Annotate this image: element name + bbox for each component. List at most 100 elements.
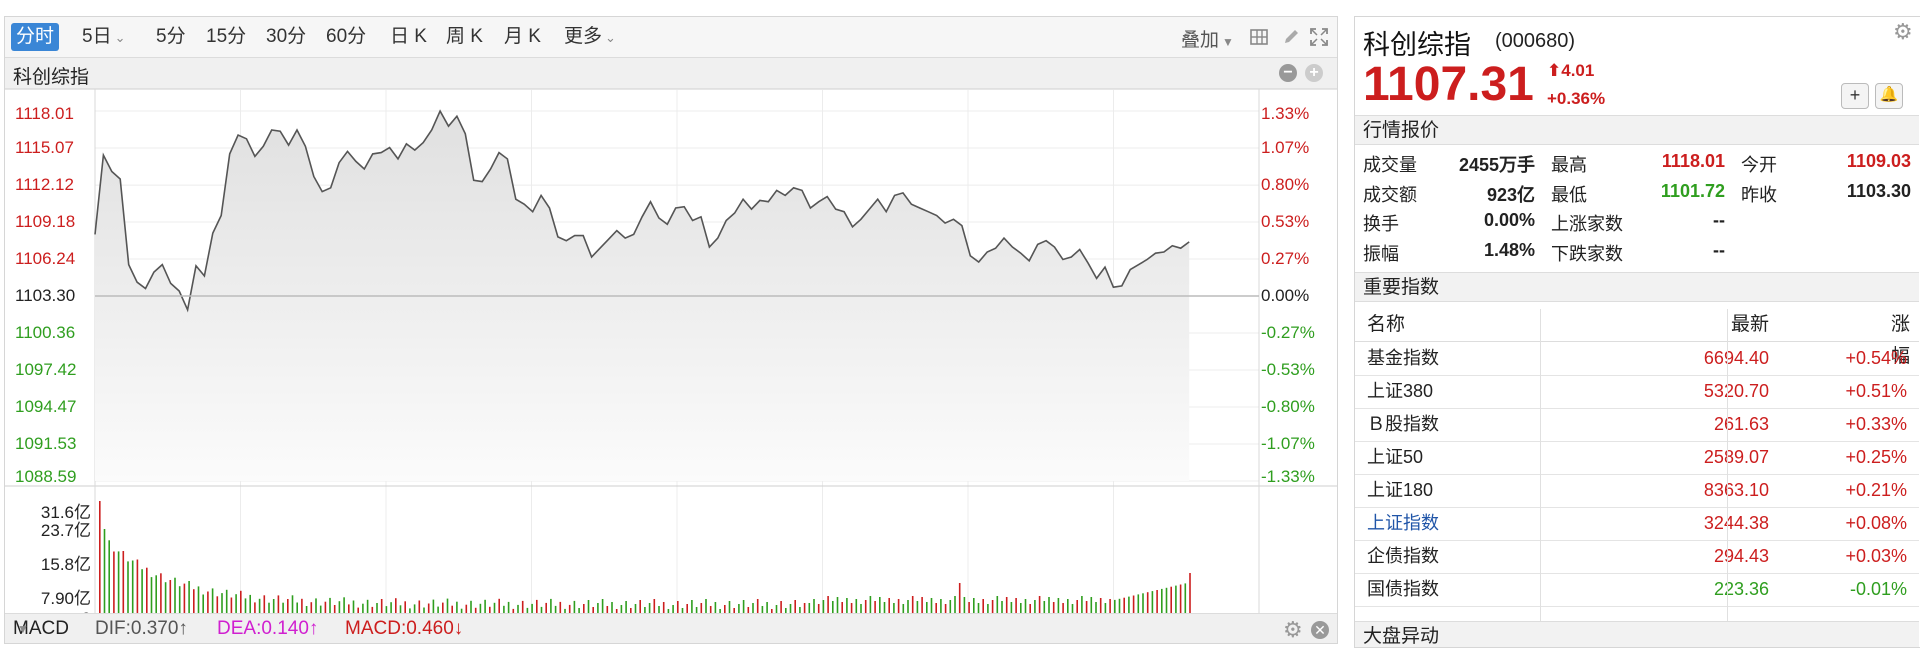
index-name[interactable]: 上证指数 — [1367, 513, 1439, 533]
volume-bar — [672, 605, 674, 613]
volume-bar — [545, 602, 547, 613]
volume-bar — [963, 597, 966, 613]
pen-icon[interactable] — [1281, 27, 1301, 47]
tab-7[interactable]: 周 K — [441, 23, 488, 51]
volume-bar — [108, 540, 110, 613]
volume-bar — [1146, 592, 1149, 613]
tab-label: 月 K — [504, 26, 541, 47]
volume-bar — [1156, 590, 1158, 613]
volume-bar — [188, 581, 190, 613]
percent-tick-label: -0.80% — [1261, 397, 1315, 417]
volume-bar — [484, 599, 486, 613]
index-latest: 223.36 — [1713, 579, 1769, 599]
intraday-chart[interactable] — [5, 89, 1337, 613]
index-row[interactable]: 基金指数 6694.40 +0.54% — [1355, 342, 1919, 376]
volume-bar — [921, 597, 923, 613]
quote-panel: 科创综指 (000680) ⚙ 1107.31 ⬆4.01 +0.36% + 🔔… — [1354, 16, 1920, 648]
volume-bar — [902, 604, 905, 613]
index-name[interactable]: 上证180 — [1367, 480, 1434, 500]
bell-icon[interactable]: 🔔 — [1875, 83, 1903, 109]
index-table-header: 名称 最新 涨幅 ⌄ — [1355, 309, 1919, 367]
volume-bar — [413, 604, 416, 613]
tab-3[interactable]: 15分 — [201, 23, 251, 51]
volume-bar — [841, 602, 843, 613]
tab-4[interactable]: 30分 — [261, 23, 311, 51]
chevron-down-icon[interactable]: ⌄ — [1899, 317, 1910, 332]
volume-bar — [958, 583, 961, 613]
index-row[interactable]: 上证380 5320.70 +0.51% — [1355, 375, 1919, 409]
price-tick-label: 1088.59 — [15, 467, 77, 486]
volume-bar — [1005, 597, 1008, 613]
tab-5[interactable]: 60分 — [321, 23, 371, 51]
tab-9[interactable]: 更多 ⌄ — [559, 23, 621, 51]
volume-bar — [1132, 595, 1135, 613]
index-name[interactable]: 基金指数 — [1367, 348, 1439, 368]
volume-bar — [1170, 586, 1172, 613]
zoom-in-icon[interactable]: + — [1305, 64, 1323, 82]
tab-label: 15分 — [206, 26, 247, 47]
index-row[interactable]: 国债指数 223.36 -0.01% — [1355, 573, 1919, 607]
volume-bar — [193, 589, 195, 613]
tab-8[interactable]: 月 K — [499, 23, 546, 51]
volume-bar — [766, 602, 768, 613]
quote-value: 1103.30 — [1846, 180, 1911, 201]
index-change: +0.25% — [1845, 447, 1907, 467]
volume-bar — [446, 598, 449, 613]
volume-bar — [705, 599, 707, 613]
index-row[interactable]: 上证指数 3244.38 +0.08% — [1355, 507, 1919, 541]
tab-6[interactable]: 日 K — [385, 23, 432, 51]
volume-bar — [1076, 600, 1078, 613]
zoom-out-icon[interactable]: − — [1279, 64, 1297, 82]
index-change: +0.51% — [1845, 381, 1907, 401]
index-latest: 294.43 — [1713, 546, 1769, 566]
overlay-button[interactable]: 叠加 ▼ — [1181, 25, 1234, 52]
index-name[interactable]: 国债指数 — [1367, 579, 1439, 599]
index-row[interactable]: 企债指数 294.43 +0.03% — [1355, 540, 1919, 574]
volume-bar — [667, 609, 670, 613]
volume-bar — [836, 597, 839, 613]
volume-bar — [296, 602, 298, 613]
volume-bar — [442, 602, 444, 613]
volume-bar — [733, 608, 735, 613]
volume-bar — [305, 606, 308, 613]
index-name[interactable]: 企债指数 — [1367, 546, 1439, 566]
index-name[interactable]: Ｂ股指数 — [1367, 414, 1439, 434]
index-name[interactable]: 上证50 — [1367, 447, 1424, 467]
fullscreen-icon[interactable] — [1309, 27, 1329, 47]
volume-bar — [949, 600, 952, 613]
index-row[interactable]: 上证50 2589.07 +0.25% — [1355, 441, 1919, 475]
volume-bar — [1175, 585, 1177, 613]
tab-2[interactable]: 5分 — [151, 23, 191, 51]
tab-1[interactable]: 5日 ⌄ — [77, 23, 130, 51]
index-row[interactable]: 上证180 8363.10 +0.21% — [1355, 474, 1919, 508]
volume-bar — [244, 598, 247, 613]
volume-bar — [869, 596, 872, 613]
grid-icon[interactable] — [1249, 27, 1269, 47]
col-divider — [1727, 309, 1728, 621]
volume-bar — [456, 601, 458, 613]
volume-bar — [385, 606, 388, 613]
volume-bar — [756, 599, 759, 613]
tab-0[interactable]: 分时 — [11, 23, 60, 51]
close-icon[interactable]: ✕ — [1311, 621, 1329, 639]
index-name[interactable]: 上证380 — [1367, 381, 1434, 401]
volume-bar — [230, 597, 233, 613]
volume-bar — [418, 600, 421, 613]
macd-indicator-bar: MACD ▼ DIF:0.370↑ DEA:0.140↑ MACD:0.460↓ … — [5, 613, 1337, 643]
add-icon[interactable]: + — [1841, 83, 1869, 109]
volume-bar — [164, 582, 167, 613]
gear-icon[interactable]: ⚙ — [1283, 617, 1303, 642]
quote-value: 1.48% — [1483, 239, 1535, 260]
stock-code: (000680) — [1495, 30, 1576, 52]
volume-bar — [99, 501, 101, 613]
index-row[interactable]: Ｂ股指数 261.63 +0.33% — [1355, 408, 1919, 442]
volume-bar — [526, 607, 529, 613]
index-latest: 8363.10 — [1703, 480, 1769, 500]
tab-label: 周 K — [446, 26, 483, 47]
quote-value: -- — [1713, 239, 1725, 260]
price-change-value: 4.01 — [1561, 61, 1595, 80]
gear-icon[interactable]: ⚙ — [1893, 19, 1913, 44]
macd-value: MACD:0.460↓ — [345, 618, 464, 639]
volume-bar — [587, 600, 590, 613]
quote-label: 最低 — [1551, 184, 1587, 205]
